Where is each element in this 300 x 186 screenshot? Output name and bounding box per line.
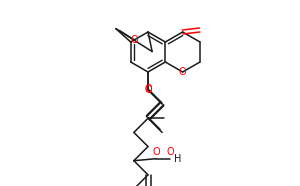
Text: O: O bbox=[144, 85, 152, 95]
Text: O: O bbox=[166, 147, 174, 157]
Text: O: O bbox=[144, 84, 152, 94]
Text: O: O bbox=[179, 67, 187, 77]
Text: O: O bbox=[130, 35, 138, 45]
Text: O: O bbox=[152, 147, 160, 157]
Text: H: H bbox=[174, 154, 182, 164]
